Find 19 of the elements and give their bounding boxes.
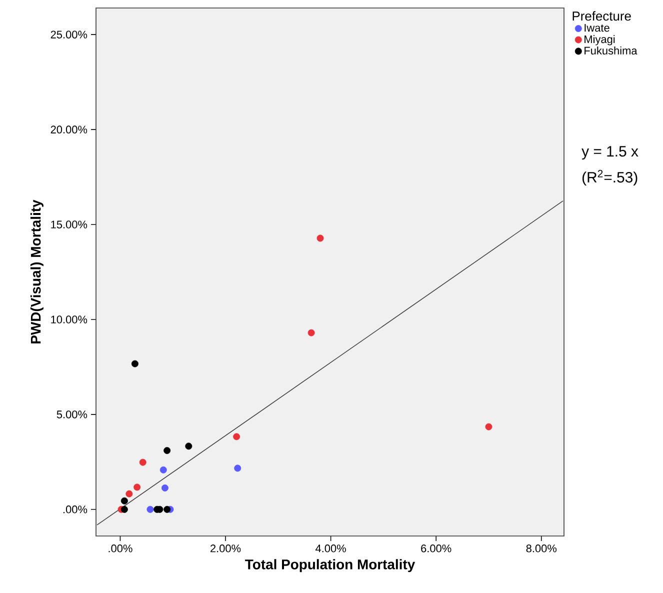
y-tick-label: 20.00% <box>50 126 88 134</box>
x-tick-label: 2.00% <box>210 544 241 552</box>
x-tick-label: 4.00% <box>316 544 346 552</box>
x-tick-label: 6.00% <box>421 544 452 552</box>
x-tick-label: .00% <box>108 544 132 552</box>
text: y = 1.5 x <box>582 146 638 160</box>
x-tick-label: 8.00% <box>526 544 557 552</box>
y-axis-title: PWD(Visual) Mortality <box>30 200 44 344</box>
legend-label: Fukushima <box>584 46 638 55</box>
x-axis-title: Total Population Mortality <box>245 559 416 572</box>
legend-title: Prefecture <box>572 11 631 21</box>
y-tick-label: 10.00% <box>51 316 88 324</box>
text: (R$^{2}$=.53) <box>582 170 638 186</box>
y-tick-label: 25.00% <box>50 30 88 38</box>
legend-label: Iwate <box>584 24 610 32</box>
y-tick-label: 5.00% <box>56 410 88 418</box>
y-tick-label: .00% <box>64 506 88 514</box>
legend-label: Miyagi <box>584 35 615 46</box>
y-tick-label: 15.00% <box>51 220 88 228</box>
